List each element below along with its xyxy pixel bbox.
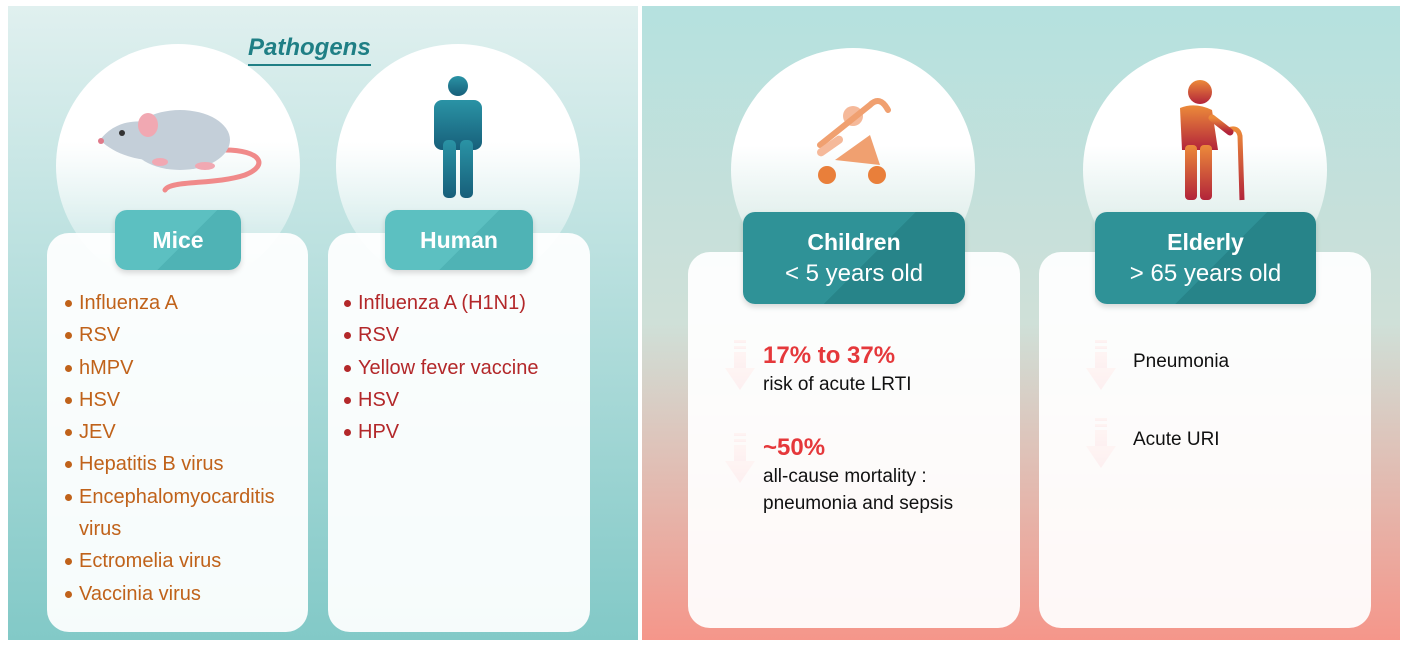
group-label: Human (385, 210, 533, 270)
pathogen-item: Hepatitis B virus (64, 448, 304, 480)
card (47, 233, 308, 632)
pathogen-item: Ectromelia virus (64, 545, 304, 577)
elderly-icon (1180, 80, 1245, 201)
effect: 17% to 37% risk of acute LRTI (763, 341, 1003, 398)
effect: Pneumonia (1133, 348, 1353, 375)
pathogen-item: HSV (64, 384, 304, 416)
pathogen-item: JEV (64, 416, 304, 448)
stroller-icon (816, 98, 891, 184)
label: Children (807, 229, 901, 255)
pathogen-item: Yellow fever vaccine (343, 352, 583, 384)
label: Mice (152, 226, 204, 253)
section-title: Pathogens (248, 34, 371, 66)
pathogen-item: Influenza A (64, 287, 304, 319)
effect-text: risk of acute LRTI (763, 374, 912, 395)
pathogen-item: HPV (343, 416, 583, 448)
label: Elderly (1167, 229, 1244, 255)
pathogen-list: Influenza A RSV hMPV HSV JEV Hepatitis B viru… (64, 287, 304, 610)
pathogen-item: HSV (343, 384, 583, 416)
card (1039, 252, 1371, 628)
pathogen-item: Influenza A (H1N1) (343, 287, 583, 319)
sublabel: > 65 years old (1129, 260, 1282, 287)
pathogen-item: Encephalomyocarditis virus (64, 481, 304, 546)
population-label: Elderly > 65 years old (1095, 212, 1316, 304)
effect-value: 17% to 37% (763, 342, 896, 369)
card (328, 233, 590, 632)
pathogen-item: RSV (64, 319, 304, 351)
group-label: Mice (115, 210, 241, 270)
effect: ~50% all-cause mortality : pneumonia and… (763, 433, 988, 517)
sublabel: < 5 years old (784, 260, 924, 287)
human-icon (434, 76, 482, 198)
effect-text: all-cause mortality : pneumonia and seps… (763, 466, 954, 514)
effect-text: Pneumonia (1133, 351, 1230, 372)
pathogen-item: Vaccinia virus (64, 578, 304, 610)
pathogen-list: Influenza A (H1N1) RSV Yellow fever vaccin… (343, 287, 583, 448)
effect: Acute URI (1133, 426, 1353, 453)
effect-text: Acute URI (1133, 429, 1220, 450)
population-label: Children < 5 years old (743, 212, 965, 304)
pathogen-item: RSV (343, 319, 583, 351)
card (688, 252, 1020, 628)
label: Human (420, 226, 498, 253)
mouse-icon (98, 110, 262, 193)
pathogen-item: hMPV (64, 352, 304, 384)
effect-value: ~50% (763, 434, 826, 461)
